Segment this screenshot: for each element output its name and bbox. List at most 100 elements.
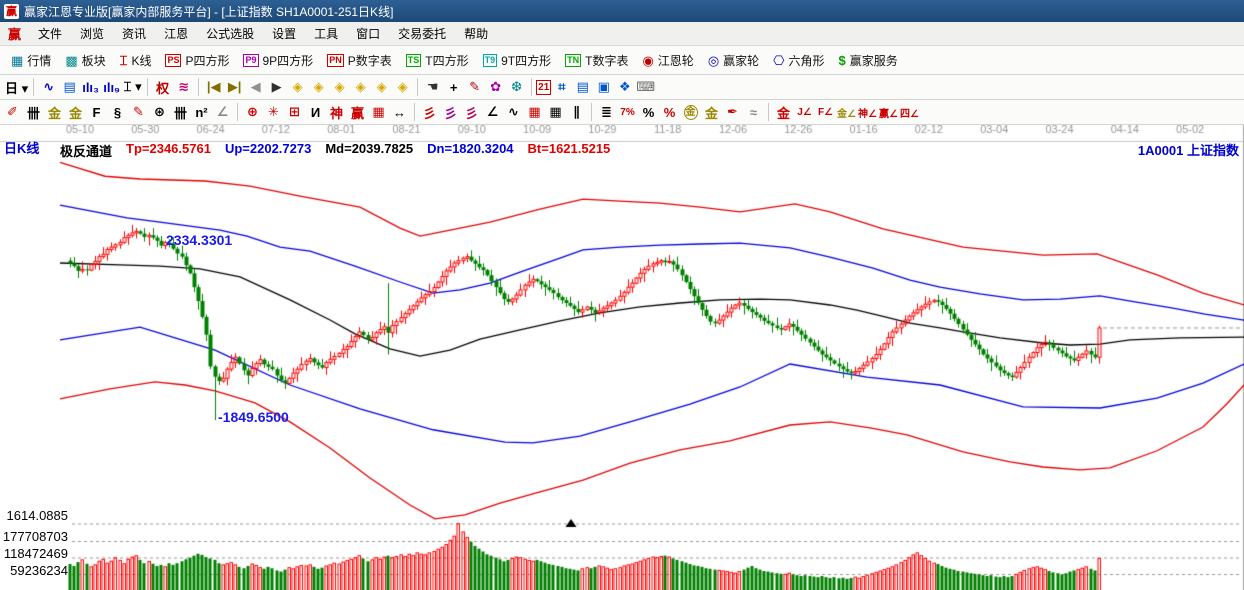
parallel-lines-icon[interactable]: ∥	[573, 104, 580, 119]
network-icon[interactable]: ❖	[618, 79, 631, 94]
first-page-button[interactable]: |◀	[206, 79, 221, 94]
menu-item-工具[interactable]: 工具	[314, 27, 339, 41]
minute-line-icon[interactable]: ∿	[43, 79, 55, 94]
zigzag-icon[interactable]: ∿	[508, 104, 519, 119]
volume-histogram-icon[interactable]: ≋	[178, 79, 190, 94]
j-angle-icon[interactable]: J∠	[797, 106, 812, 118]
brush-tool-icon[interactable]: ✐	[7, 104, 18, 119]
star-point-icon[interactable]: ✳	[268, 104, 279, 119]
menu-item-文件[interactable]: 文件	[38, 27, 63, 41]
wave-channel-icon[interactable]: ≈	[749, 104, 758, 120]
winner-service-button[interactable]: $ 赢家服务	[832, 50, 905, 71]
square-target-icon[interactable]: ⊞	[289, 104, 300, 119]
hand-tool-icon[interactable]: ☚	[426, 79, 439, 94]
grid-axis-icon[interactable]: ▦	[549, 104, 562, 119]
sectors-button[interactable]: ▩ 板块	[58, 50, 112, 71]
gold-angle-icon[interactable]: 金∠	[837, 108, 856, 120]
crosshair-tool-icon[interactable]: +	[449, 79, 458, 95]
target-circle-icon[interactable]: ⊕	[247, 104, 258, 119]
scale-cross-diamond[interactable]: ◈	[355, 79, 366, 94]
time-grid-icon[interactable]: 卌	[173, 105, 187, 121]
grid-red-icon[interactable]: ▦	[528, 104, 541, 119]
quotes-button[interactable]: ▦ 行情	[4, 50, 58, 71]
scale-all-diamond[interactable]: ◈	[397, 79, 408, 94]
menu-item-江恩[interactable]: 江恩	[164, 27, 189, 41]
f10-info-icon[interactable]: ▤	[63, 79, 76, 94]
prev-bar-button[interactable]: ◀	[250, 79, 261, 94]
gold-underline-icon[interactable]: 金	[776, 105, 790, 121]
shen-tool-icon[interactable]: 神	[329, 105, 343, 121]
p-number-table-button[interactable]: PN P数字表	[320, 50, 399, 71]
scale-left-diamond[interactable]: ◈	[292, 79, 303, 94]
p9-square-button[interactable]: P9 9P四方形	[236, 50, 320, 71]
flower-tool-icon[interactable]: ✿	[490, 79, 502, 94]
toolbar-separator	[414, 103, 415, 121]
winner-wheel-button[interactable]: ◎ 赢家轮	[701, 50, 766, 71]
menu-item-窗口[interactable]: 窗口	[356, 27, 381, 41]
wave-mark-icon[interactable]: И	[310, 104, 321, 120]
gann-circle-icon[interactable]: ⊛	[154, 104, 165, 119]
fan-box-icon[interactable]: 彡	[443, 105, 457, 121]
menu-item-公式选股[interactable]: 公式选股	[206, 27, 255, 41]
ying-angle-icon[interactable]: 赢∠	[879, 108, 898, 120]
calendar-icon[interactable]: 21	[536, 79, 552, 95]
fan-box2-icon[interactable]: 彡	[464, 105, 478, 121]
scale-horizontal-diamond[interactable]: ◈	[334, 79, 345, 94]
shen-angle-icon[interactable]: 神∠	[858, 108, 877, 120]
gann-lattice-icon[interactable]: 卌	[26, 105, 40, 121]
volume-ruler-icon[interactable]: ≣	[601, 104, 612, 119]
gold-circle-icon[interactable]: 金	[683, 104, 698, 120]
grid-123-icon[interactable]: ▦	[372, 104, 385, 119]
pattern-tool-icon[interactable]: ❆	[511, 79, 523, 94]
menu-item-浏览[interactable]: 浏览	[80, 27, 105, 41]
title-bar[interactable]: 赢 赢家江恩专业版[赢家内部服务平台] - [上证指数 SH1A0001-251…	[0, 0, 1244, 22]
gold-lines-icon[interactable]: 金	[704, 105, 718, 121]
menu-item-交易委托[interactable]: 交易委托	[398, 27, 447, 41]
p-square-button[interactable]: PS P四方形	[158, 50, 236, 71]
menu-item-设置[interactable]: 设置	[272, 27, 297, 41]
percent-line-icon[interactable]: %	[663, 104, 676, 120]
three-bars-icon[interactable]: ılı₃	[82, 79, 100, 95]
angle-lines-icon[interactable]: ∠	[486, 104, 499, 119]
next-bar-button[interactable]: ▶	[271, 79, 282, 94]
exright-icon[interactable]: 权	[156, 80, 170, 96]
t-square-button[interactable]: TS T四方形	[399, 50, 476, 71]
percent-seven-icon[interactable]: 7%	[620, 106, 635, 118]
calculator-icon[interactable]: ⌗	[558, 79, 566, 94]
span-measure-icon[interactable]: ↔	[393, 104, 406, 120]
spiral-icon[interactable]: §	[113, 104, 122, 120]
nine-bars-icon[interactable]: ılı₉	[103, 79, 120, 95]
ying-tool-icon[interactable]: 赢	[350, 105, 364, 121]
si-angle-icon[interactable]: 四∠	[900, 108, 919, 120]
scale-plus-diamond[interactable]: ◈	[376, 79, 387, 94]
f-angle-icon[interactable]: F∠	[817, 106, 834, 118]
measure-pen-icon[interactable]: ✎	[133, 104, 144, 119]
menu-logo-icon[interactable]: 赢	[8, 27, 22, 42]
gold-section-v-icon[interactable]: 金	[68, 105, 82, 121]
t9-square-button[interactable]: T9 9T四方形	[476, 50, 559, 71]
gann-wheel-button[interactable]: ◉ 江恩轮	[635, 50, 700, 71]
candle-style-dropdown[interactable]: ⌶ ▾	[123, 79, 142, 94]
kline-button[interactable]: ⌶ K线	[113, 50, 159, 71]
p-square-button-label: P四方形	[185, 53, 230, 68]
trend-angle-icon[interactable]: ∠	[216, 104, 229, 119]
ink-pen-icon[interactable]: ✒	[727, 104, 738, 119]
fibonacci-icon[interactable]: F	[92, 104, 101, 120]
notepad-icon[interactable]: ▤	[576, 79, 589, 94]
scale-right-diamond[interactable]: ◈	[313, 79, 324, 94]
menu-item-帮助[interactable]: 帮助	[464, 27, 489, 41]
gold-section-h-icon[interactable]: 金	[47, 105, 61, 121]
last-page-button[interactable]: ▶|	[227, 79, 242, 94]
period-day-dropdown[interactable]: 日 ▾	[5, 80, 29, 96]
menu-item-资讯[interactable]: 资讯	[122, 27, 147, 41]
t-number-table-button[interactable]: TN T数字表	[558, 50, 635, 71]
percent-icon[interactable]: %	[642, 104, 655, 120]
square-n2-icon[interactable]: n²	[195, 104, 208, 120]
computer-icon[interactable]: ⌨	[636, 79, 656, 94]
quotes-button-icon: ▦	[11, 52, 24, 68]
save-icon[interactable]: ▣	[597, 79, 610, 94]
hexagon-button[interactable]: ⎔ 六角形	[766, 50, 831, 71]
zoom-pen-icon[interactable]: ✎	[469, 79, 481, 94]
main-chart-canvas[interactable]	[0, 125, 1244, 590]
gann-fan-icon[interactable]: 彡	[422, 105, 436, 121]
